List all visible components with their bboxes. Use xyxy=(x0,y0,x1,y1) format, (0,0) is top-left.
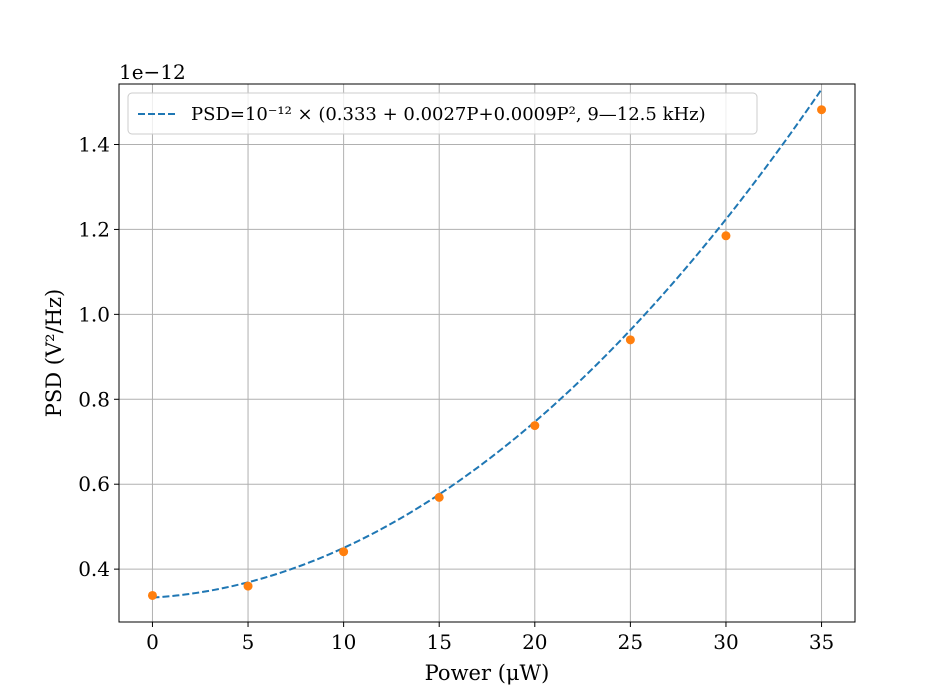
data-point xyxy=(243,581,253,591)
y-tick-label: 0.8 xyxy=(78,387,110,411)
y-tick-label: 1.0 xyxy=(78,302,110,326)
data-series xyxy=(147,88,827,600)
data-point xyxy=(530,421,540,431)
data-point xyxy=(434,492,444,502)
y-tick-label: 0.4 xyxy=(78,557,110,581)
y-tick-label: 0.6 xyxy=(78,472,110,496)
data-point xyxy=(339,547,349,557)
x-tick-label: 35 xyxy=(809,630,834,654)
x-axis-label: Power (μW) xyxy=(425,661,550,685)
plot-area-background xyxy=(119,84,855,622)
y-tick-label: 1.2 xyxy=(78,217,110,241)
x-tick-label: 0 xyxy=(146,630,159,654)
data-point xyxy=(721,231,731,241)
plot-area-frame xyxy=(118,83,856,623)
x-tick-label: 10 xyxy=(331,630,356,654)
x-tick-label: 25 xyxy=(618,630,643,654)
axis-ticks: 0 5 10 15 20 25 30 35 0.4 0.6 0.8 1.0 1.2 1.4 xyxy=(78,133,834,654)
legend: PSD=10⁻¹² × (0.333 + 0.0027P+0.0009P², 9… xyxy=(127,92,758,135)
grid-lines xyxy=(119,84,855,622)
y-offset-label: 1e−12 xyxy=(119,60,186,84)
data-point xyxy=(625,335,635,345)
x-tick-label: 5 xyxy=(242,630,255,654)
y-tick-label: 1.4 xyxy=(78,133,110,157)
y-axis-label: PSD (V²/Hz) xyxy=(42,289,66,417)
fit-curve-line xyxy=(152,88,823,599)
x-tick-label: 15 xyxy=(426,630,451,654)
data-point xyxy=(147,590,157,600)
legend-label-fit: PSD=10⁻¹² × (0.333 + 0.0027P+0.0009P², 9… xyxy=(191,104,706,125)
x-tick-label: 30 xyxy=(713,630,738,654)
data-point xyxy=(817,105,827,115)
x-tick-label: 20 xyxy=(522,630,547,654)
legend-box xyxy=(127,92,758,135)
